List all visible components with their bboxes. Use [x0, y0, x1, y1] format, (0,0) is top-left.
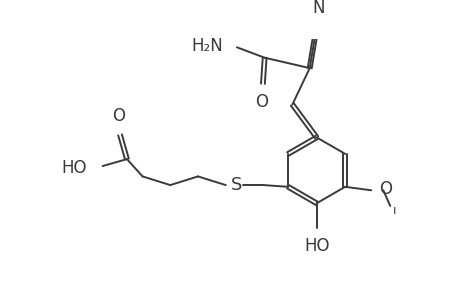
Text: H₂N: H₂N	[191, 37, 223, 55]
Text: HO: HO	[62, 159, 87, 177]
Text: O: O	[254, 93, 267, 111]
Text: HO: HO	[303, 237, 329, 255]
Text: S: S	[230, 176, 241, 194]
Text: N: N	[312, 0, 324, 17]
Text: O: O	[378, 180, 391, 198]
Text: O: O	[112, 107, 124, 125]
Text: ı: ı	[392, 204, 396, 217]
